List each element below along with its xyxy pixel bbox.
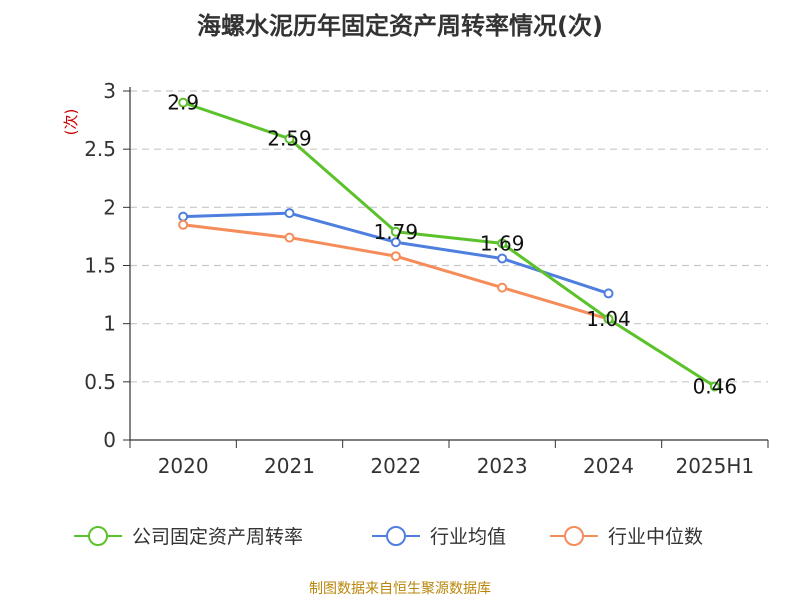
- source-note: 制图数据来自恒生聚源数据库: [309, 581, 491, 597]
- data-point: [603, 288, 614, 299]
- data-point: [390, 251, 401, 262]
- data-label: 0.46: [693, 374, 738, 398]
- data-label: 2.59: [267, 127, 312, 151]
- legend-label-industry-mean: 行业均值: [430, 526, 507, 548]
- legend-marker-industry-median: [550, 525, 598, 546]
- y-tick-label: 0.5: [84, 370, 116, 394]
- data-point: [603, 314, 614, 325]
- legend-item-company[interactable]: 公司固定资产周转率: [72, 522, 303, 549]
- series-line: [182, 101, 716, 388]
- legend-label-company: 公司固定资产周转率: [132, 526, 304, 548]
- data-label: 2.9: [167, 91, 199, 115]
- legend-marker-company: [74, 525, 122, 546]
- y-tick-label: 2.5: [84, 137, 116, 161]
- x-tick-label: 2024: [583, 454, 634, 478]
- legend-item-industry-mean[interactable]: 行业均值: [370, 522, 506, 549]
- x-tick-label: 2022: [370, 454, 421, 478]
- y-tick-label: 1.5: [84, 254, 116, 278]
- y-tick-label: 0: [103, 428, 116, 452]
- data-point: [178, 211, 189, 222]
- data-point: [497, 282, 508, 293]
- data-point: [390, 226, 401, 237]
- data-point: [178, 219, 189, 230]
- y-tick-label: 1: [103, 312, 116, 336]
- data-point: [497, 253, 508, 264]
- legend-item-industry-median[interactable]: 行业中位数: [548, 522, 703, 549]
- y-tick-label: 2: [103, 195, 116, 219]
- x-tick-label: 2021: [264, 454, 315, 478]
- data-point: [284, 232, 295, 243]
- data-point: [284, 133, 295, 144]
- data-label: 1.79: [374, 220, 419, 244]
- y-axis-label: (次): [62, 109, 80, 136]
- chart-title: 海螺水泥历年固定资产周转率情况(次): [197, 12, 603, 40]
- data-label: 1.04: [586, 307, 631, 331]
- x-tick-label: 2025H1: [675, 454, 754, 478]
- data-point: [284, 208, 295, 219]
- x-tick-label: 2023: [477, 454, 528, 478]
- data-label: 1.69: [480, 231, 525, 255]
- data-point: [709, 381, 720, 392]
- legend-label-industry-median: 行业中位数: [608, 526, 704, 548]
- data-point: [497, 238, 508, 249]
- data-point: [178, 97, 189, 108]
- x-tick-label: 2020: [158, 454, 209, 478]
- data-point: [390, 237, 401, 248]
- y-tick-label: 3: [103, 79, 116, 103]
- legend-marker-industry-mean: [372, 525, 420, 546]
